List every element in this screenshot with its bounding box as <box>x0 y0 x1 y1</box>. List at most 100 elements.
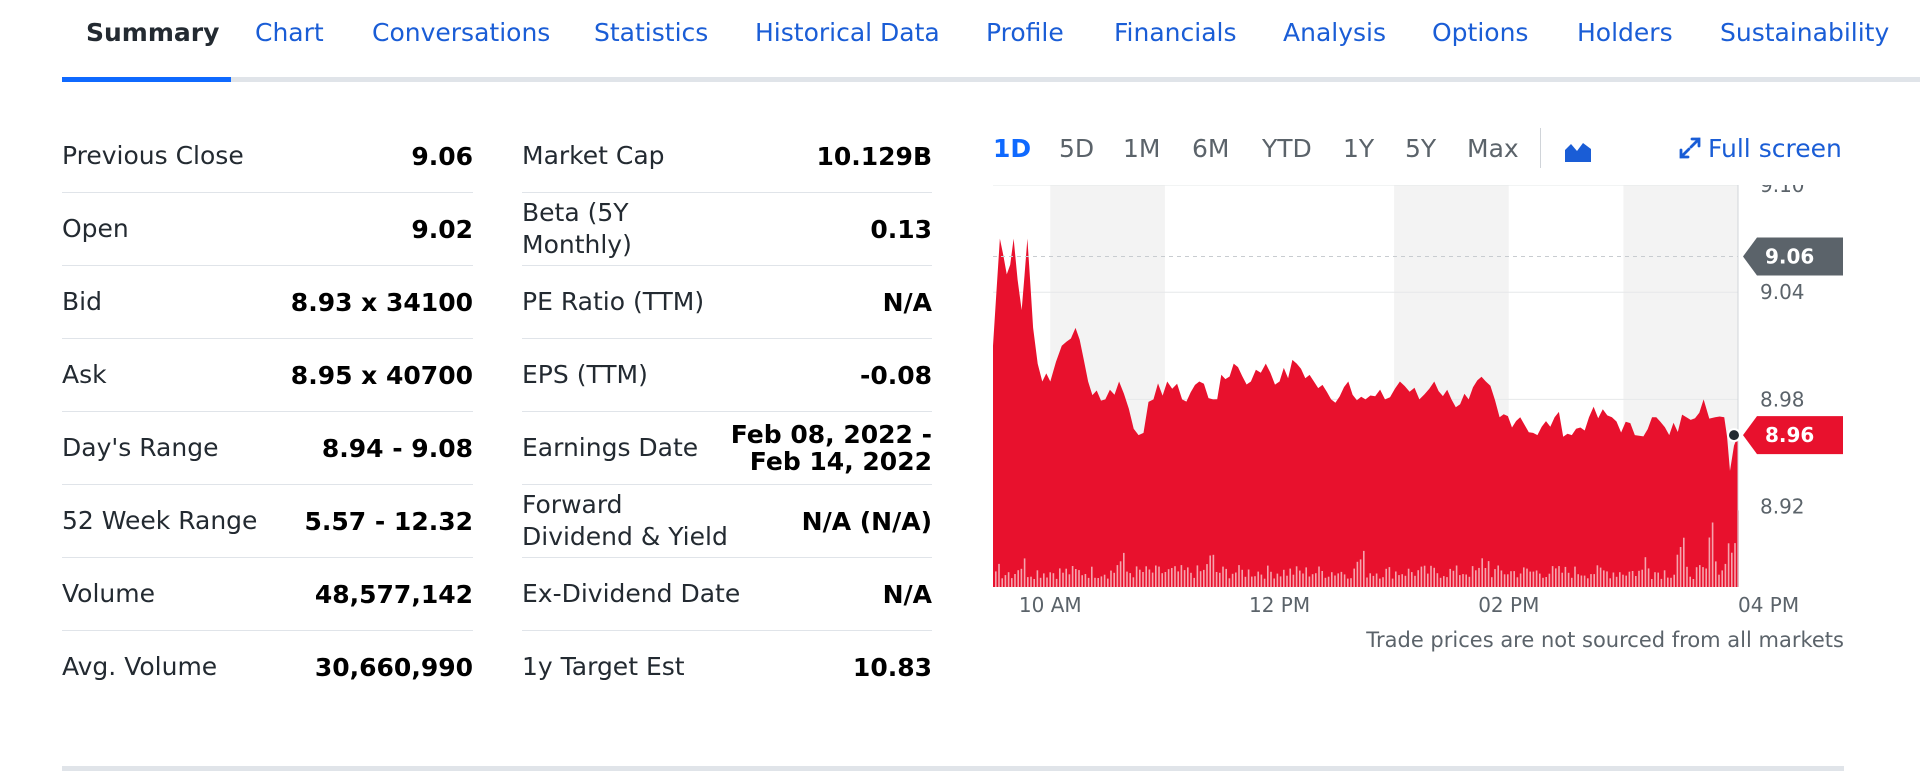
volume-bar <box>1635 576 1637 587</box>
stat-label: Avg. Volume <box>62 652 218 681</box>
volume-bar <box>1539 573 1541 587</box>
y-tick-label: 8.98 <box>1760 387 1805 411</box>
stat-label: Forward Dividend & Yield <box>522 490 728 551</box>
tab-chart[interactable]: Chart <box>255 18 324 47</box>
tab-profile[interactable]: Profile <box>986 18 1064 47</box>
range-5d[interactable]: 5D <box>1059 134 1095 163</box>
volume-bar <box>1401 574 1403 587</box>
stat-label: Previous Close <box>62 141 244 170</box>
range-ytd[interactable]: YTD <box>1262 134 1312 163</box>
volume-bar <box>1062 572 1064 587</box>
volume-bar <box>1203 569 1205 587</box>
stat-row-ask: Ask 8.95 x 40700 <box>62 339 473 412</box>
volume-bar <box>1414 575 1416 587</box>
volume-bar <box>1673 574 1675 587</box>
volume-bar <box>1215 572 1218 587</box>
volume-bar <box>1190 572 1192 587</box>
volume-bar <box>1212 554 1215 587</box>
range-5y[interactable]: 5Y <box>1405 134 1437 163</box>
volume-bar <box>1433 567 1435 587</box>
volume-bar <box>1142 572 1144 587</box>
volume-bar <box>1702 567 1704 587</box>
price-area <box>993 238 1738 587</box>
volume-bar <box>1244 576 1247 587</box>
range-max[interactable]: Max <box>1467 134 1519 163</box>
volume-bar <box>1398 575 1400 587</box>
tab-options[interactable]: Options <box>1432 18 1529 47</box>
volume-bar <box>1558 566 1560 587</box>
volume-bar <box>1055 578 1058 587</box>
stat-row-previous-close: Previous Close 9.06 <box>62 120 473 193</box>
volume-bar <box>1603 570 1605 587</box>
volume-bar <box>1292 574 1295 587</box>
volume-bar <box>1110 570 1112 587</box>
volume-bar <box>1071 566 1074 587</box>
stat-label: PE Ratio (TTM) <box>522 287 705 316</box>
volume-bar <box>1311 574 1314 587</box>
mountain-chart-icon[interactable] <box>1563 138 1593 164</box>
volume-bar <box>1436 573 1439 587</box>
volume-bar <box>1471 566 1474 587</box>
volume-bar <box>1526 568 1528 587</box>
range-6m[interactable]: 6M <box>1192 134 1230 163</box>
stat-label: 1y Target Est <box>522 652 685 681</box>
volume-bar <box>1439 577 1442 587</box>
tab-conversations[interactable]: Conversations <box>372 18 551 47</box>
stat-value: 10.83 <box>852 652 932 682</box>
section-divider <box>62 766 1844 771</box>
stat-value: 0.13 <box>870 214 932 244</box>
volume-bar <box>1369 573 1371 587</box>
stat-value: N/A <box>882 579 932 609</box>
volume-bar <box>1449 568 1451 587</box>
tab-statistics[interactable]: Statistics <box>594 18 709 47</box>
previous-close-value: 9.06 <box>1765 244 1814 268</box>
volume-bar <box>1491 577 1493 587</box>
volume-bars <box>995 510 1739 587</box>
tab-holders[interactable]: Holders <box>1577 18 1673 47</box>
volume-bar <box>1001 578 1003 587</box>
volume-bar <box>1299 570 1301 587</box>
tab-financials[interactable]: Financials <box>1114 18 1237 47</box>
previous-close-badge-shape <box>1743 237 1843 276</box>
stat-value: 10.129B <box>816 141 932 171</box>
volume-bar <box>1164 572 1167 587</box>
volume-bar <box>1580 575 1583 587</box>
x-tick-label: 10 AM <box>1019 593 1082 617</box>
stat-value: 48,577,142 <box>314 579 473 609</box>
volume-bar <box>998 563 1000 587</box>
volume-bar <box>1247 569 1250 587</box>
volume-bar <box>1583 575 1586 587</box>
volume-bar <box>1302 573 1304 587</box>
intraday-price-chart[interactable]: 9.10 9.04 8.98 8.92 10 AM 12 PM 02 PM 04 PM 9.… <box>993 185 1846 625</box>
volume-bar <box>1459 575 1461 587</box>
volume-bar <box>1094 577 1096 587</box>
range-1m[interactable]: 1M <box>1123 134 1161 163</box>
tab-historical-data[interactable]: Historical Data <box>755 18 940 47</box>
volume-bar <box>1407 568 1410 587</box>
full-screen-button[interactable]: Full screen <box>1678 134 1842 163</box>
range-1y[interactable]: 1Y <box>1343 134 1375 163</box>
volume-bar <box>1523 567 1525 587</box>
volume-bar <box>1625 575 1627 587</box>
volume-bar <box>1551 566 1554 587</box>
stat-value: 30,660,990 <box>314 652 473 682</box>
volume-bar <box>1731 552 1733 587</box>
stat-label: Volume <box>62 579 155 608</box>
volume-bar <box>1238 565 1240 587</box>
volume-bar <box>1596 565 1599 587</box>
tab-sustainability[interactable]: Sustainability <box>1720 18 1890 47</box>
stat-row-ex-dividend-date: Ex-Dividend Date N/A <box>522 558 932 631</box>
stat-value: 8.93 x 34100 <box>290 287 473 317</box>
volume-bar <box>1289 568 1291 587</box>
range-1d[interactable]: 1D <box>993 134 1032 163</box>
volume-bar <box>1158 566 1160 587</box>
volume-bar <box>1116 565 1119 587</box>
stat-row-open: Open 9.02 <box>62 193 473 266</box>
volume-bar <box>1267 565 1269 587</box>
tab-summary[interactable]: Summary <box>86 18 220 47</box>
tab-analysis[interactable]: Analysis <box>1283 18 1387 47</box>
stat-value: N/A <box>882 287 932 317</box>
volume-bar <box>1529 571 1531 587</box>
tabs-divider <box>62 77 1920 82</box>
volume-bar <box>1542 577 1544 587</box>
